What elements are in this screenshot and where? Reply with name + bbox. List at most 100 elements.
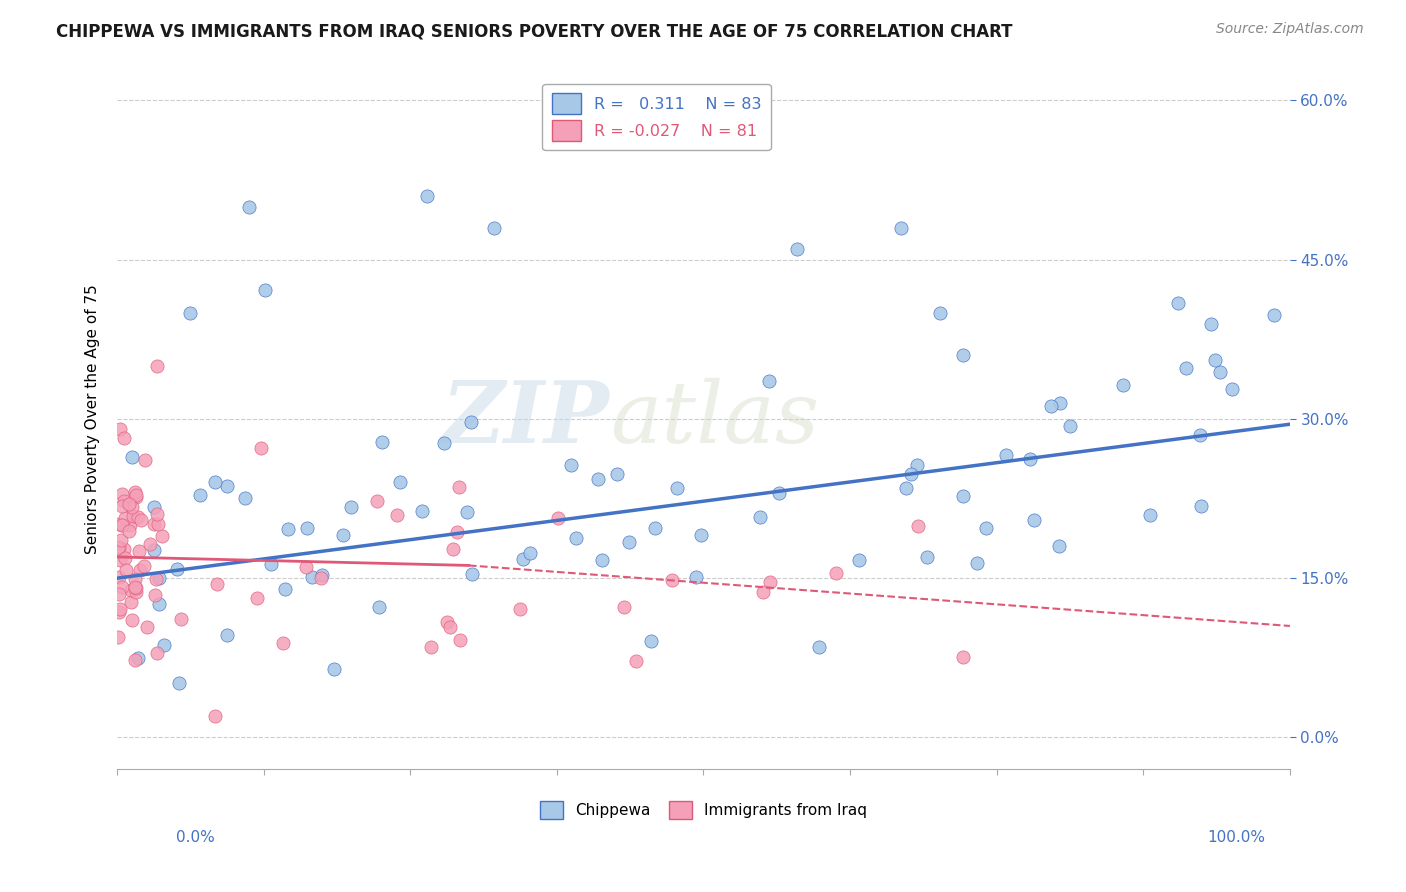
Text: atlas: atlas (610, 377, 818, 460)
Point (666, 481, 689, 495)
Point (661, 573, 683, 587)
Point (591, 553, 613, 567)
Point (245, 591, 267, 605)
Point (332, 527, 354, 541)
Point (125, 581, 148, 595)
Point (145, 572, 167, 586)
Point (143, 588, 166, 602)
Point (900, 467, 922, 481)
Text: ZIP: ZIP (441, 377, 610, 460)
Point (146, 359, 169, 373)
Point (952, 348, 974, 362)
Point (107, 517, 129, 532)
Point (169, 612, 191, 626)
Point (617, 535, 640, 549)
Point (1220, 382, 1243, 396)
Point (749, 509, 772, 524)
Point (1204, 353, 1226, 368)
Point (974, 521, 997, 535)
Point (129, 512, 152, 526)
Y-axis label: Seniors Poverty Over the Age of 75: Seniors Poverty Over the Age of 75 (86, 284, 100, 554)
Point (233, 491, 256, 505)
Point (322, 662, 344, 676)
Point (112, 494, 135, 508)
Point (124, 584, 146, 599)
Point (108, 422, 131, 436)
Point (254, 283, 277, 297)
Point (890, 220, 912, 235)
Point (250, 441, 273, 455)
Point (640, 634, 662, 648)
Point (560, 458, 582, 472)
Point (301, 570, 323, 584)
Point (758, 575, 780, 590)
Text: 0.0%: 0.0% (176, 830, 215, 845)
Point (606, 467, 628, 482)
Point (125, 490, 148, 504)
Point (387, 508, 409, 522)
Point (1175, 361, 1198, 376)
Point (107, 541, 129, 555)
Point (952, 489, 974, 503)
Point (146, 646, 169, 660)
Point (128, 543, 150, 558)
Point (907, 519, 929, 533)
Point (132, 558, 155, 573)
Point (108, 602, 131, 616)
Point (1189, 499, 1212, 513)
Point (205, 576, 228, 591)
Point (121, 613, 143, 627)
Point (436, 615, 458, 629)
Point (139, 537, 162, 551)
Text: CHIPPEWA VS IMMIGRANTS FROM IRAQ SENIORS POVERTY OVER THE AGE OF 75 CORRELATION : CHIPPEWA VS IMMIGRANTS FROM IRAQ SENIORS… (56, 22, 1012, 40)
Point (1209, 365, 1232, 379)
Point (108, 570, 131, 584)
Point (825, 566, 848, 580)
Point (644, 521, 666, 535)
Point (340, 500, 363, 515)
Point (311, 567, 333, 582)
Point (613, 600, 636, 615)
Point (509, 602, 531, 616)
Point (419, 640, 441, 655)
Point (848, 553, 870, 567)
Point (1139, 508, 1161, 523)
Point (122, 509, 145, 524)
Point (449, 480, 471, 494)
Point (547, 511, 569, 525)
Point (107, 541, 129, 556)
Point (449, 632, 471, 647)
Point (952, 650, 974, 665)
Point (1047, 539, 1070, 553)
Point (367, 599, 389, 614)
Point (118, 497, 141, 511)
Point (114, 563, 136, 577)
Point (217, 479, 239, 493)
Point (108, 553, 131, 567)
Point (146, 507, 169, 521)
Point (124, 581, 146, 595)
Point (928, 306, 950, 320)
Point (146, 516, 169, 531)
Point (439, 620, 461, 634)
Point (808, 640, 831, 654)
Point (110, 533, 132, 548)
Point (143, 500, 166, 514)
Point (111, 499, 134, 513)
Point (1039, 399, 1062, 413)
Point (624, 654, 647, 668)
Point (148, 598, 170, 612)
Point (461, 567, 484, 582)
Point (111, 487, 134, 501)
Point (519, 546, 541, 560)
Point (120, 595, 142, 609)
Point (167, 676, 190, 690)
Point (112, 431, 135, 445)
Point (446, 524, 468, 539)
Point (114, 510, 136, 524)
Point (786, 242, 808, 256)
Point (295, 559, 318, 574)
Point (685, 570, 707, 584)
Point (311, 571, 333, 585)
Point (112, 541, 135, 556)
